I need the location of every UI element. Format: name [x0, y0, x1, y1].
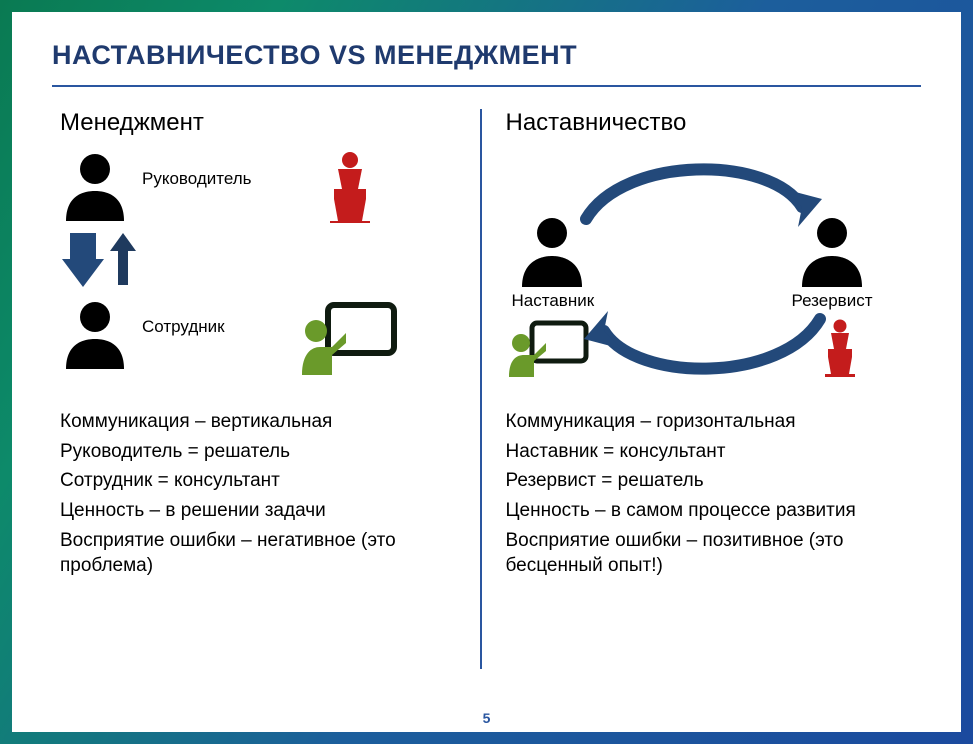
label-manager: Руководитель	[142, 169, 252, 189]
bullet: Восприятие ошибки – негативное (это проб…	[60, 528, 458, 579]
page-number: 5	[12, 710, 961, 726]
bullet: Ценность – в самом процессе развития	[506, 498, 904, 524]
illustration-management: Руководитель	[60, 151, 458, 391]
presenter-board-icon	[298, 301, 398, 379]
bullets-mentoring: Коммуникация – горизонтальная Наставник …	[506, 409, 904, 583]
slide-title: НАСТАВНИЧЕСТВО VS МЕНЕДЖМЕНТ	[52, 40, 921, 71]
thin-up-arrow-icon	[108, 233, 138, 289]
bullet: Руководитель = решатель	[60, 439, 458, 465]
podium-speaker-icon	[320, 151, 380, 223]
bullet: Восприятие ошибки – позитивное (это бесц…	[506, 528, 904, 579]
bullets-management: Коммуникация – вертикальная Руководитель…	[60, 409, 458, 583]
heading-mentoring: Наставничество	[506, 109, 904, 137]
slide: НАСТАВНИЧЕСТВО VS МЕНЕДЖМЕНТ Менеджмент …	[12, 12, 961, 732]
heading-management: Менеджмент	[60, 109, 458, 137]
bullet: Коммуникация – горизонтальная	[506, 409, 904, 435]
col-management: Менеджмент Руководитель	[52, 109, 476, 689]
bullet: Резервист = решатель	[506, 468, 904, 494]
bullet: Наставник = консультант	[506, 439, 904, 465]
curved-arrow-top-icon	[570, 149, 830, 239]
label-employee: Сотрудник	[142, 317, 225, 337]
bullet: Ценность – в решении задачи	[60, 498, 458, 524]
col-mentoring: Наставничество Наставник	[486, 109, 922, 689]
title-underline	[52, 85, 921, 87]
columns: Менеджмент Руководитель	[52, 109, 921, 689]
person-icon	[60, 299, 130, 369]
bullet: Коммуникация – вертикальная	[60, 409, 458, 435]
bullet: Сотрудник = консультант	[60, 468, 458, 494]
gradient-frame: НАСТАВНИЧЕСТВО VS МЕНЕДЖМЕНТ Менеджмент …	[0, 0, 973, 744]
vertical-divider	[480, 109, 482, 669]
curved-arrow-bottom-icon	[576, 301, 836, 391]
person-icon	[60, 151, 130, 221]
illustration-mentoring: Наставник Резервист	[506, 151, 904, 391]
